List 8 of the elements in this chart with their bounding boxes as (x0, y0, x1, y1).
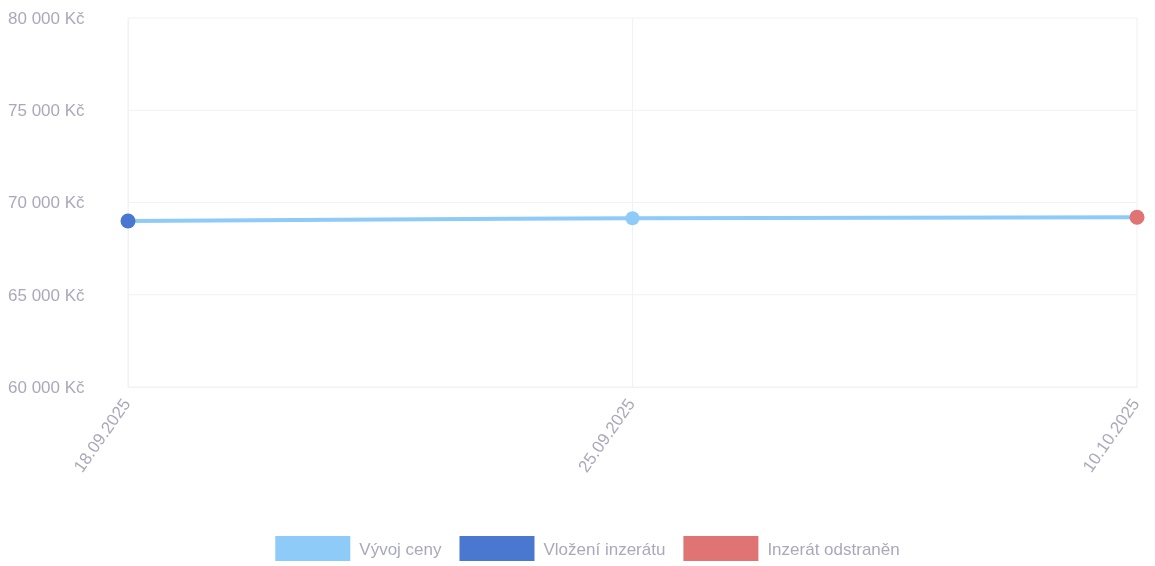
y-tick-label: 75 000 Kč (8, 101, 86, 121)
y-tick-label: 70 000 Kč (8, 193, 86, 213)
y-tick-label: 60 000 Kč (8, 377, 86, 397)
legend-label: Vývoj ceny (359, 540, 442, 559)
y-tick-label: 80 000 Kč (8, 8, 86, 28)
legend-label: Vložení inzerátu (543, 540, 666, 559)
legend-label: Inzerát odstraněn (767, 540, 900, 559)
y-tick-label: 65 000 Kč (8, 285, 86, 305)
